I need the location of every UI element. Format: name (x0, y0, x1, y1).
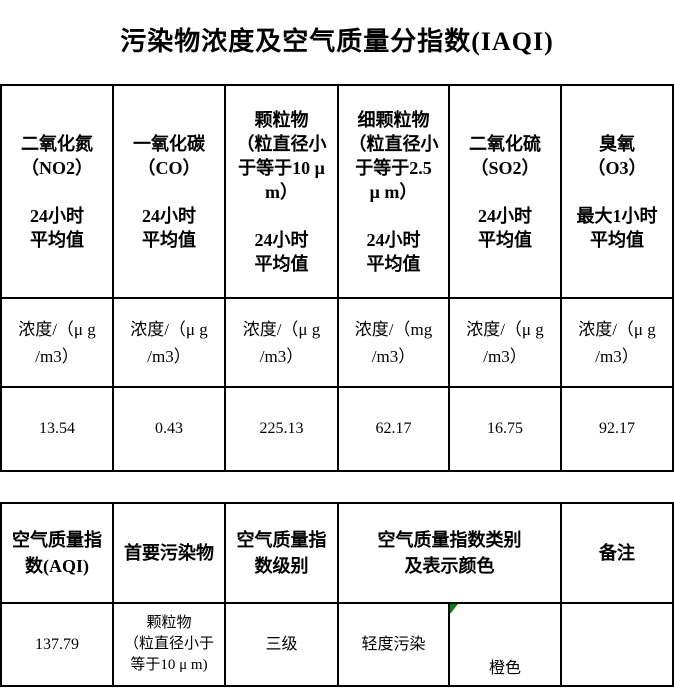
color-value-cell: 橙色 (448, 602, 562, 687)
primary-pollutant-value: 颗粒物 （粒直径小于 等于10 μ m) (112, 602, 226, 687)
header-no2: 二氧化氮 （NO2） 24小时 平均值 (0, 84, 114, 299)
category-value: 轻度污染 (337, 602, 450, 687)
value-no2: 13.54 (0, 386, 114, 472)
unit-so2: 浓度/（μ g /m3） (448, 297, 562, 388)
value-co: 0.43 (112, 386, 226, 472)
header-remark: 备注 (560, 502, 674, 604)
t1-header-row: 二氧化氮 （NO2） 24小时 平均值 一氧化碳 （CO） 24小时 平均值 颗… (0, 84, 674, 299)
pollutant-iaqi-table: 二氧化氮 （NO2） 24小时 平均值 一氧化碳 （CO） 24小时 平均值 颗… (0, 84, 674, 472)
unit-co: 浓度/（μ g /m3） (112, 297, 226, 388)
t2-data-row: 137.79 颗粒物 （粒直径小于 等于10 μ m) 三级 轻度污染 橙色 (0, 602, 674, 687)
aqi-summary-table: 空气质量指 数(AQI) 首要污染物 空气质量指 数级别 空气质量指数类别 及表… (0, 502, 674, 687)
header-co: 一氧化碳 （CO） 24小时 平均值 (112, 84, 226, 299)
header-so2: 二氧化硫 （SO2） 24小时 平均值 (448, 84, 562, 299)
unit-o3: 浓度/（μ g /m3） (560, 297, 674, 388)
unit-pm25: 浓度/（mg /m3） (337, 297, 450, 388)
header-aqi-level: 空气质量指 数级别 (224, 502, 339, 604)
t1-values-row: 13.54 0.43 225.13 62.17 16.75 92.17 (0, 386, 674, 472)
header-pm10: 颗粒物 （粒直径小 于等于10 μ m） 24小时 平均值 (224, 84, 339, 299)
value-pm10: 225.13 (224, 386, 339, 472)
value-o3: 92.17 (560, 386, 674, 472)
unit-no2: 浓度/（μ g /m3） (0, 297, 114, 388)
page-title: 污染物浓度及空气质量分指数(IAQI) (120, 27, 554, 56)
unit-pm10: 浓度/（μ g /m3） (224, 297, 339, 388)
value-pm25: 62.17 (337, 386, 450, 472)
header-o3: 臭氧 （O3） 最大1小时 平均值 (560, 84, 674, 299)
header-pm25: 细颗粒物 （粒直径小 于等于2.5 μ m） 24小时 平均值 (337, 84, 450, 299)
t1-units-row: 浓度/（μ g /m3） 浓度/（μ g /m3） 浓度/（μ g /m3） 浓… (0, 297, 674, 388)
color-label: 橙色 (488, 659, 521, 677)
aqi-level-value: 三级 (224, 602, 339, 687)
header-category-color: 空气质量指数类别 及表示颜色 (337, 502, 562, 604)
t2-header-row: 空气质量指 数(AQI) 首要污染物 空气质量指 数级别 空气质量指数类别 及表… (0, 502, 674, 604)
header-aqi: 空气质量指 数(AQI) (0, 502, 114, 604)
green-corner-marker-icon (451, 605, 458, 614)
value-so2: 16.75 (448, 386, 562, 472)
aqi-value: 137.79 (0, 602, 114, 687)
remark-value (560, 602, 674, 687)
header-primary-pollutant: 首要污染物 (112, 502, 226, 604)
